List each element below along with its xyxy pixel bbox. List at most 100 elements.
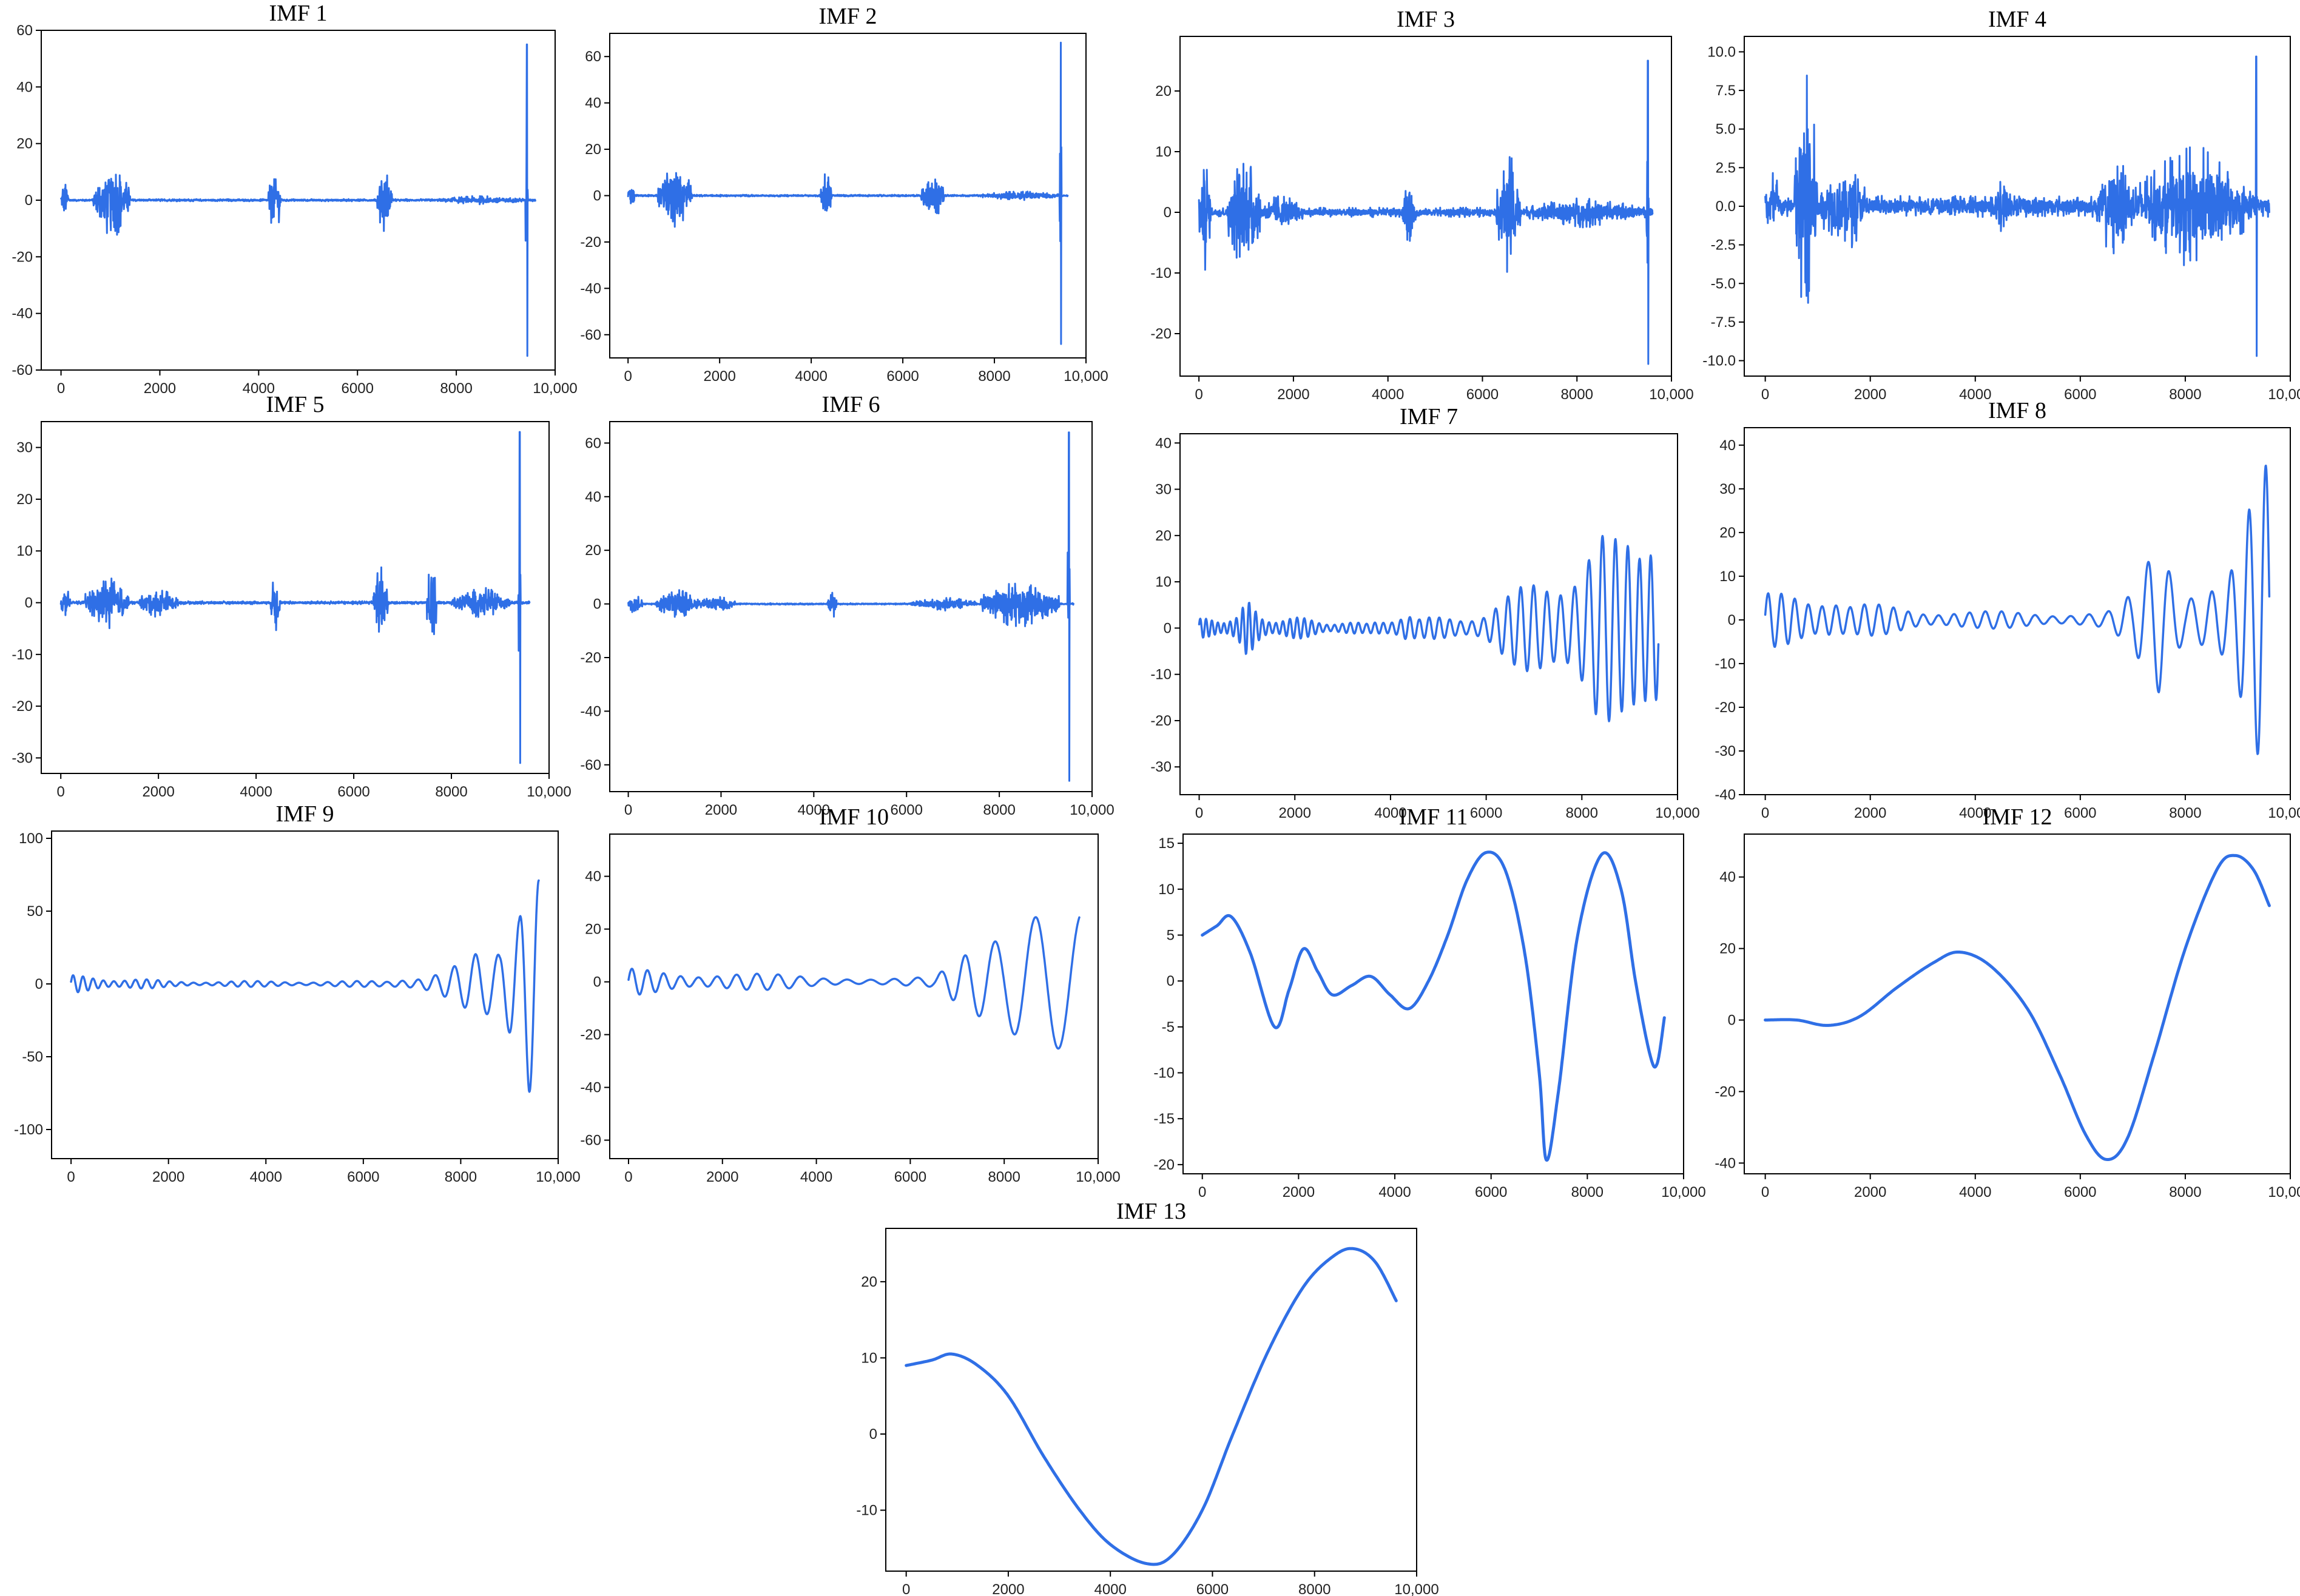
x-tick-label: 4000 <box>243 380 275 397</box>
x-tick-label: 8000 <box>2169 386 2201 403</box>
x-tick-label: 10,000 <box>2268 1184 2300 1200</box>
y-tick-label: -20 <box>580 650 601 666</box>
x-tick-label: 6000 <box>1475 1184 1507 1200</box>
chart-panel: IMF 7 0 2000 4000 6000 8000 10,000 -30 -20 -10 0 10… <box>1150 404 1699 821</box>
x-tick-label: 6000 <box>2064 1184 2096 1200</box>
y-tick-label: 0 <box>593 188 601 204</box>
y-tick-label: -5.0 <box>1711 275 1736 292</box>
y-tick-label: -60 <box>580 757 601 773</box>
y-tick-label: -10.0 <box>1702 353 1736 369</box>
x-tick-label: 10,000 <box>1661 1184 1705 1200</box>
x-tick-label: 0 <box>1195 805 1203 821</box>
x-tick-label: 6000 <box>886 368 919 385</box>
y-tick-label: 20 <box>1719 941 1736 957</box>
chart-panel: IMF 1 0 2000 4000 6000 8000 10,000 -60 -40 -20 0 20… <box>12 1 577 397</box>
y-tick-label: 40 <box>585 489 601 505</box>
x-tick-label: 6000 <box>1466 386 1499 403</box>
series-line <box>627 431 1074 782</box>
y-tick-label: -20 <box>580 1027 601 1043</box>
chart-panel: IMF 10 0 2000 4000 6000 8000 10,000 -60 -40 -20 0 2… <box>580 804 1120 1185</box>
x-tick-label: 0 <box>1761 386 1769 403</box>
y-tick-label: 0.0 <box>1716 198 1736 215</box>
chart-panel: IMF 11 0 2000 4000 6000 8000 10,000 -20 -15 -10 -5… <box>1153 804 1705 1200</box>
y-tick-label: 0 <box>593 974 601 991</box>
x-tick-label: 4000 <box>1959 1184 1991 1200</box>
y-tick-label: 15 <box>1158 835 1175 852</box>
series-line <box>905 1247 1398 1566</box>
y-tick-label: -30 <box>1150 759 1172 775</box>
y-tick-label: -30 <box>1715 743 1736 759</box>
y-tick-label: 20 <box>585 921 601 938</box>
y-tick-label: 20 <box>16 491 33 508</box>
series-line <box>59 431 531 764</box>
x-tick-label: 0 <box>1761 1184 1769 1200</box>
series-line <box>627 41 1069 345</box>
x-tick-label: 0 <box>1761 805 1769 821</box>
x-tick-label: 10,000 <box>527 784 571 800</box>
y-tick-label: 40 <box>585 869 601 885</box>
x-tick-label: 0 <box>67 1169 75 1185</box>
x-tick-label: 2000 <box>705 802 737 818</box>
series-line <box>1198 534 1660 722</box>
x-tick-label: 10,000 <box>1070 802 1114 818</box>
y-tick-label: 40 <box>1719 869 1736 886</box>
chart-title: IMF 5 <box>266 392 324 417</box>
chart-panel: IMF 5 0 2000 4000 6000 8000 10,000 -30 -20 -10 0 10… <box>12 392 571 800</box>
y-tick-label: -20 <box>1715 699 1736 716</box>
y-tick-label: -20 <box>12 698 33 715</box>
x-tick-label: 4000 <box>1959 386 1991 403</box>
y-tick-label: 20 <box>1719 525 1736 541</box>
y-tick-label: -15 <box>1153 1111 1175 1127</box>
x-tick-label: 4000 <box>795 368 827 385</box>
x-tick-label: 4000 <box>1094 1581 1126 1596</box>
x-tick-label: 8000 <box>1298 1581 1330 1596</box>
y-tick-label: 10 <box>1158 881 1175 898</box>
chart-title: IMF 12 <box>1982 804 2052 830</box>
plot-frame <box>609 421 1093 792</box>
chart-title: IMF 11 <box>1399 804 1468 830</box>
x-tick-label: 0 <box>1198 1184 1206 1200</box>
series-line <box>1198 59 1654 365</box>
chart-title: IMF 7 <box>1400 404 1458 429</box>
plot-frame <box>885 1228 1417 1572</box>
x-tick-label: 6000 <box>1470 805 1502 821</box>
x-tick-label: 10,000 <box>1649 386 1693 403</box>
x-tick-label: 8000 <box>2169 805 2201 821</box>
x-tick-label: 4000 <box>1374 805 1406 821</box>
x-tick-label: 6000 <box>894 1169 926 1185</box>
y-tick-label: -20 <box>1150 326 1172 342</box>
x-tick-label: 2000 <box>703 368 735 385</box>
x-tick-label: 10,000 <box>1394 1581 1438 1596</box>
x-tick-label: 6000 <box>347 1169 379 1185</box>
x-tick-label: 8000 <box>1571 1184 1604 1200</box>
y-tick-label: 60 <box>585 49 601 65</box>
y-tick-label: 0 <box>25 595 33 611</box>
chart-panel: IMF 3 0 2000 4000 6000 8000 10,000 -20 -10 0 10 20 <box>1150 7 1693 403</box>
y-tick-label: 10 <box>16 543 33 559</box>
x-tick-label: 8000 <box>1561 386 1593 403</box>
chart-title: IMF 6 <box>821 392 880 417</box>
y-tick-label: 100 <box>19 830 43 847</box>
chart-panel: IMF 9 0 2000 4000 6000 8000 10,000 -100 -50 0 50 10… <box>14 801 581 1185</box>
y-tick-label: -2.5 <box>1711 237 1736 254</box>
chart-title: IMF 10 <box>819 804 889 830</box>
x-tick-label: 8000 <box>1566 805 1598 821</box>
y-tick-label: 60 <box>16 22 33 39</box>
chart-title: IMF 13 <box>1116 1199 1186 1224</box>
x-tick-label: 6000 <box>2064 386 2096 403</box>
plot-frame <box>1179 36 1672 377</box>
x-tick-label: 2000 <box>144 380 176 397</box>
y-tick-label: -50 <box>22 1049 43 1065</box>
x-tick-label: 0 <box>57 380 65 397</box>
x-tick-label: 0 <box>902 1581 910 1596</box>
series-line <box>1201 850 1666 1162</box>
x-tick-label: 2000 <box>152 1169 184 1185</box>
y-tick-label: 50 <box>27 903 43 920</box>
chart-title: IMF 4 <box>1988 7 2046 32</box>
y-tick-label: 5 <box>1167 927 1175 943</box>
x-tick-label: 4000 <box>240 784 272 800</box>
y-tick-label: 0 <box>1167 973 1175 989</box>
y-tick-label: -30 <box>12 750 33 766</box>
y-tick-label: -40 <box>580 703 601 719</box>
y-tick-label: -5 <box>1162 1019 1175 1035</box>
